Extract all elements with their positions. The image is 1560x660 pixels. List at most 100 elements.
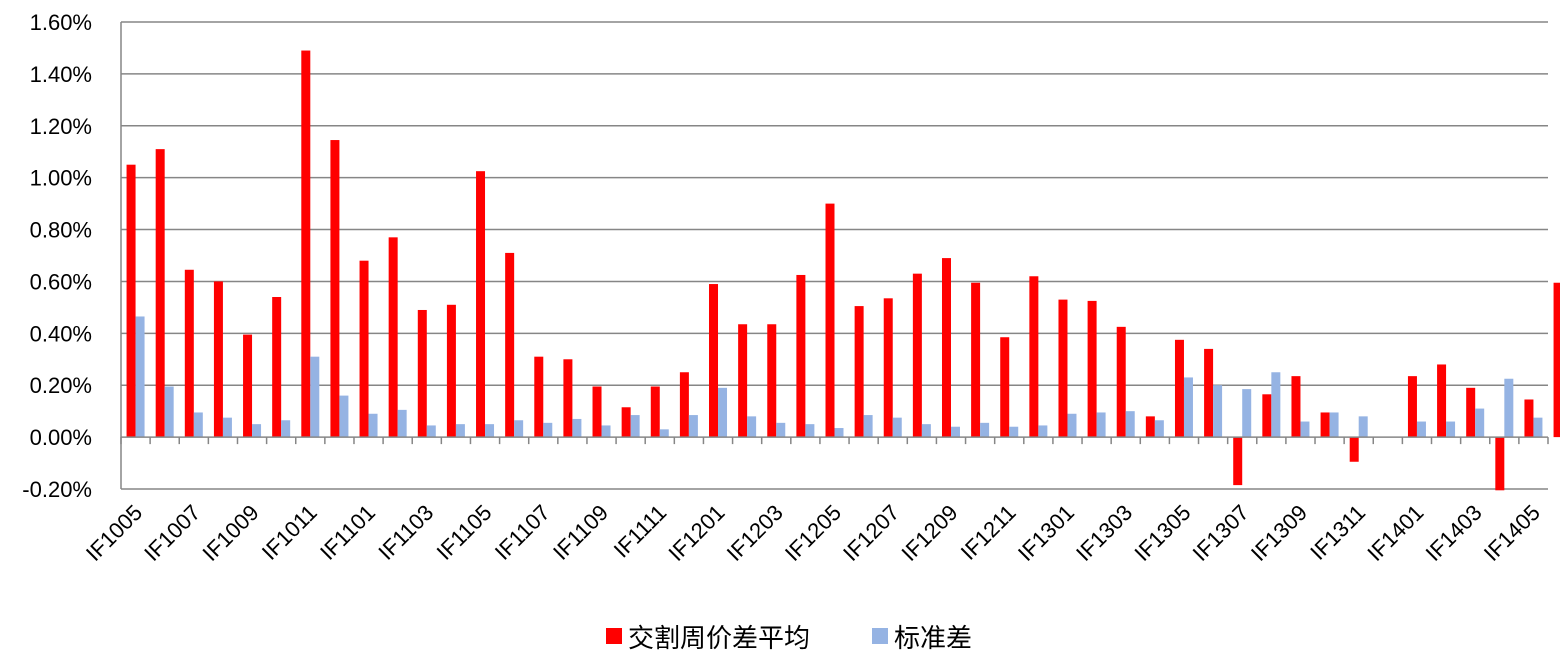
x-tick-label: IF1103 [373, 500, 438, 565]
x-tick-label: IF1303 [1071, 500, 1137, 566]
bar-series-1 [1524, 399, 1534, 438]
bar-series-2 [980, 422, 990, 438]
bar-series-2 [921, 424, 931, 438]
bar-series-1 [854, 306, 864, 438]
x-tick-label: IF1301 [1013, 500, 1079, 566]
bar-series-1 [1262, 394, 1272, 438]
x-tick-label: IF1011 [257, 500, 322, 565]
x-tick-label: IF1305 [1129, 500, 1195, 566]
bar-series-2 [659, 429, 669, 438]
bar-series-1 [796, 274, 806, 438]
bar-series-1 [1320, 412, 1330, 438]
legend-swatch-series-2 [872, 628, 888, 644]
x-tick-label: IF1007 [139, 500, 205, 566]
bar-series-1 [1029, 276, 1039, 438]
bar-series-2 [892, 417, 902, 438]
bar-series-2 [164, 386, 174, 438]
bar-series-1 [359, 260, 369, 438]
bar-series-2 [1038, 425, 1048, 438]
bar-series-2 [397, 409, 407, 438]
bar-series-1 [1116, 326, 1126, 438]
bar-series-2 [455, 424, 465, 438]
bar-series-2 [1416, 421, 1426, 438]
bar-series-2 [1242, 389, 1252, 438]
bar-series-1 [1087, 300, 1097, 438]
x-tick-label: IF1101 [315, 500, 380, 565]
bar-series-2 [281, 420, 291, 438]
legend-label-series-1: 交割周价差平均 [628, 624, 810, 654]
bar-series-1 [1437, 364, 1447, 438]
bar-series-2 [514, 420, 524, 438]
bar-series-2 [1446, 421, 1456, 438]
bar-series-2 [1067, 413, 1077, 438]
x-tick-label: IF1211 [956, 500, 1021, 565]
bar-series-1 [592, 386, 602, 438]
x-tick-label: IF1207 [838, 500, 904, 566]
bar-series-1 [388, 237, 398, 438]
x-tick-label: IF1403 [1421, 500, 1487, 566]
bar-series-1 [767, 324, 777, 438]
x-tick-label: IF1109 [548, 500, 613, 565]
y-tick-label: 1.40% [30, 62, 92, 87]
bar-series-1 [534, 356, 544, 438]
y-tick-label: 0.80% [30, 218, 92, 243]
bar-series-1 [330, 140, 340, 438]
bar-series-2 [1475, 408, 1485, 438]
y-tick-label: 0.40% [30, 321, 92, 346]
bar-series-1 [301, 50, 311, 438]
x-tick-label: IF1309 [1246, 500, 1312, 566]
bar-series-2 [339, 395, 349, 438]
bar-series-1 [941, 258, 951, 438]
x-tick-label: IF1205 [780, 500, 846, 566]
y-tick-label: 0.00% [30, 425, 92, 450]
bar-series-1 [709, 284, 719, 438]
bar-series-1 [679, 372, 689, 438]
bar-series-1 [476, 171, 486, 438]
bar-series-1 [1466, 387, 1476, 438]
bar-series-2 [222, 417, 232, 438]
bar-series-2 [834, 428, 844, 438]
x-tick-label: IF1111 [609, 500, 672, 563]
bar-series-1 [1553, 282, 1560, 438]
bar-series-1 [738, 324, 748, 438]
bar-series-2 [1009, 426, 1019, 438]
bar-series-2 [601, 425, 611, 438]
bar-series-1 [650, 386, 660, 438]
bar-series-2 [1300, 421, 1310, 438]
bar-series-2 [630, 415, 640, 438]
bar-series-1 [883, 298, 893, 438]
bar-series-1 [446, 304, 456, 438]
bar-series-2 [688, 415, 698, 438]
x-tick-label: IF1005 [81, 500, 147, 566]
bar-series-2 [368, 413, 378, 438]
bar-series-2 [1154, 420, 1164, 438]
bar-series-1 [1145, 416, 1155, 438]
x-tick-label: IF1209 [896, 500, 962, 566]
axes [120, 22, 1549, 489]
bar-series-1 [505, 252, 515, 438]
bar-series-2 [252, 424, 262, 438]
legend-swatch-series-1 [606, 628, 622, 644]
y-tick-label: 1.60% [30, 10, 92, 35]
bar-series-2 [863, 415, 873, 438]
x-tick-label: IF1311 [1305, 500, 1370, 565]
bar-series-2 [1183, 377, 1193, 438]
bar-series-1 [1058, 299, 1068, 438]
bar-series-1 [1407, 376, 1417, 438]
bar-series-2 [1096, 412, 1106, 438]
bar-series-1 [563, 359, 573, 438]
bar-series-2 [1213, 385, 1223, 438]
bar-series-2 [193, 412, 203, 438]
bar-series-2 [543, 422, 553, 438]
bar-series-2 [1358, 416, 1368, 438]
bar-series-2 [1329, 412, 1339, 438]
bar-series-2 [1504, 378, 1514, 438]
x-tick-label: IF1201 [663, 500, 729, 566]
bar-series-1 [155, 149, 165, 438]
y-tick-label: -0.20% [22, 477, 92, 502]
bars [126, 50, 1560, 491]
bar-series-1 [1174, 339, 1184, 438]
bar-series-2 [805, 424, 815, 438]
bar-series-2 [310, 356, 320, 438]
